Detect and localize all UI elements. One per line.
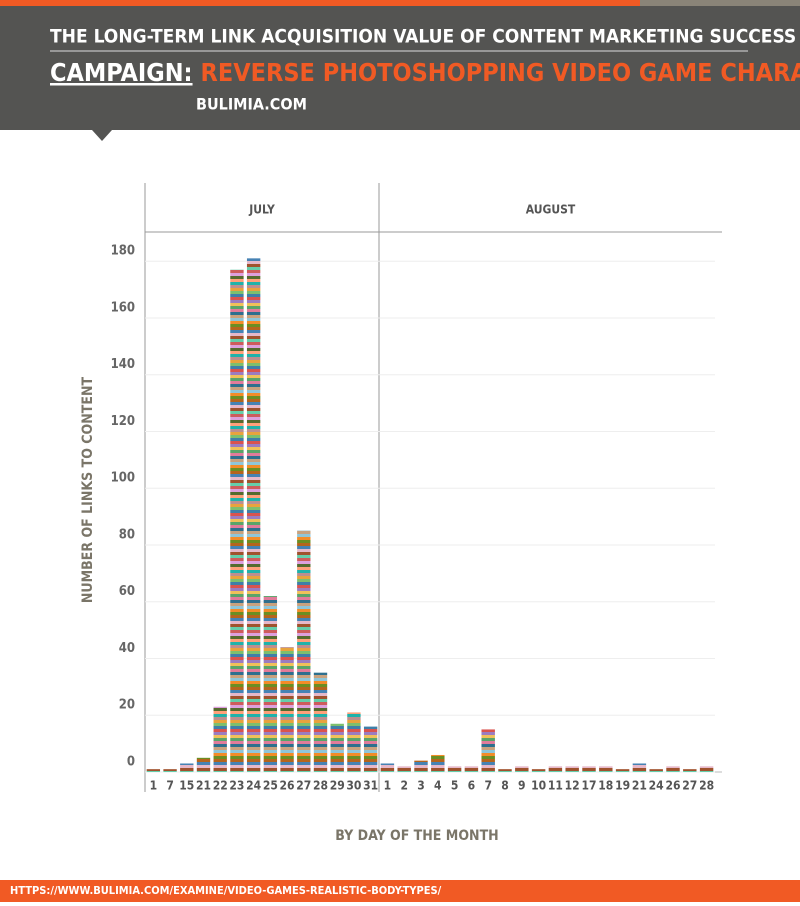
bar — [699, 766, 714, 772]
bar — [363, 726, 378, 772]
x-tick-label: 18 — [598, 779, 613, 793]
y-tick-label: 160 — [111, 300, 135, 315]
x-tick-label: 17 — [581, 779, 596, 793]
bar — [414, 760, 428, 772]
y-tick-label: 60 — [119, 584, 135, 599]
x-tick-label: 21 — [632, 779, 647, 793]
bar — [397, 766, 411, 772]
x-tick-label: 26 — [280, 779, 295, 793]
x-tick-label: 29 — [330, 779, 345, 793]
panel-label: JULY — [248, 203, 275, 217]
bar — [481, 729, 495, 772]
header-notch — [92, 130, 112, 141]
bar — [246, 258, 261, 773]
x-tick-label: 28 — [699, 779, 714, 793]
x-tick-label: 15 — [179, 779, 194, 793]
bar — [347, 712, 361, 772]
x-tick-label: 25 — [263, 779, 278, 793]
bar — [498, 769, 512, 772]
bar — [632, 763, 647, 772]
title: THE LONG-TERM LINK ACQUISITION VALUE OF … — [50, 26, 796, 48]
x-tick-label: 24 — [649, 779, 665, 793]
x-tick-label: 5 — [451, 779, 459, 793]
x-tick-label: 26 — [665, 779, 680, 793]
x-tick-label: 12 — [565, 779, 580, 793]
bar — [683, 769, 697, 772]
bar — [464, 766, 479, 772]
source-url: HTTPS://WWW.BULIMIA.COM/EXAMINE/VIDEO-GA… — [10, 884, 442, 897]
bar — [599, 766, 613, 772]
bar — [615, 769, 630, 772]
bar — [582, 766, 596, 772]
bar — [213, 706, 227, 772]
y-axis-title: NUMBER OF LINKS TO CONTENT — [80, 376, 96, 603]
bar — [146, 769, 161, 772]
bar — [649, 769, 663, 772]
bar — [531, 769, 546, 772]
bar — [280, 647, 294, 772]
x-tick-label: 1 — [384, 779, 392, 793]
x-tick-label: 23 — [229, 779, 244, 793]
header-accent — [640, 0, 800, 6]
x-tick-label: 2 — [400, 779, 408, 793]
x-tick-label: 21 — [196, 779, 211, 793]
x-tick-label: 1 — [150, 779, 158, 793]
bar — [263, 596, 278, 772]
x-tick-label: 6 — [468, 779, 476, 793]
bar — [297, 530, 311, 772]
bar — [431, 754, 445, 772]
site: BULIMIA.COM — [196, 95, 307, 114]
x-tick-label: 28 — [313, 779, 328, 793]
bar — [180, 763, 194, 772]
y-tick-label: 40 — [119, 641, 135, 656]
subtitle-label: CAMPAIGN: — [50, 58, 193, 87]
bar — [447, 766, 462, 772]
y-tick-label: 0 — [127, 755, 135, 770]
bar — [230, 269, 244, 772]
x-tick-label: 19 — [615, 779, 630, 793]
header-accent — [0, 0, 640, 6]
x-tick-label: 10 — [531, 779, 546, 793]
bar — [163, 769, 177, 772]
footer-band — [0, 880, 800, 902]
x-tick-label: 22 — [213, 779, 228, 793]
bar — [380, 763, 395, 772]
x-tick-label: 9 — [518, 779, 526, 793]
bar — [330, 723, 344, 772]
header-band — [0, 0, 800, 130]
y-tick-label: 140 — [111, 357, 135, 372]
x-tick-label: 27 — [682, 779, 697, 793]
x-tick-label: 7 — [484, 779, 492, 793]
bar — [565, 766, 579, 772]
x-tick-label: 7 — [166, 779, 174, 793]
y-tick-label: 100 — [111, 471, 135, 486]
bar — [548, 766, 563, 772]
x-tick-label: 8 — [501, 779, 509, 793]
x-tick-label: 24 — [246, 779, 262, 793]
x-tick-label: 3 — [417, 779, 425, 793]
x-tick-label: 30 — [346, 779, 361, 793]
x-tick-label: 31 — [363, 779, 378, 793]
bar — [666, 766, 680, 772]
panel-label: AUGUST — [526, 203, 576, 217]
bar — [313, 672, 328, 772]
bar — [196, 757, 211, 772]
subtitle: REVERSE PHOTOSHOPPING VIDEO GAME CHARACT… — [201, 58, 800, 87]
x-tick-label: 11 — [548, 779, 563, 793]
y-tick-label: 180 — [111, 244, 135, 259]
x-tick-label: 27 — [296, 779, 311, 793]
y-tick-label: 20 — [119, 698, 135, 713]
x-tick-label: 4 — [434, 779, 442, 793]
x-axis-title: BY DAY OF THE MONTH — [335, 828, 498, 844]
y-tick-label: 120 — [111, 414, 135, 429]
bar — [515, 766, 529, 772]
y-tick-label: 80 — [119, 527, 135, 542]
